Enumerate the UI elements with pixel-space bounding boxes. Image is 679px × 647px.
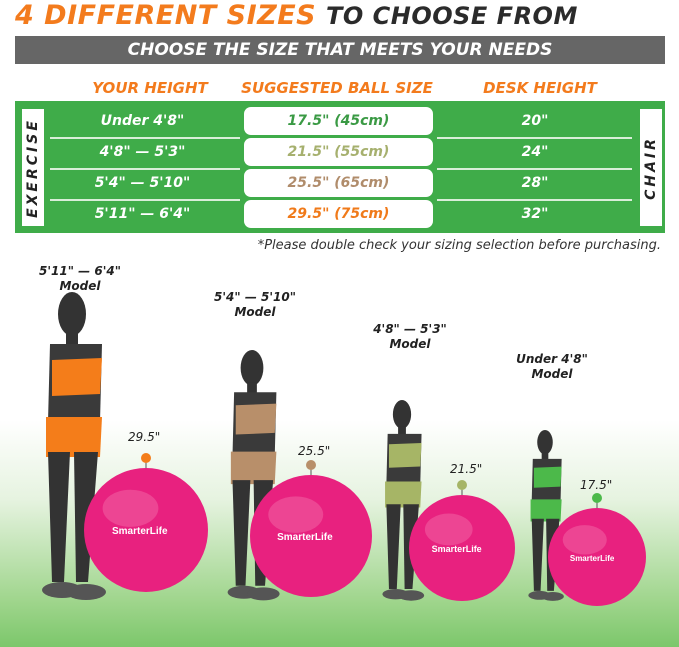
model-neck xyxy=(66,332,78,346)
ball-highlight xyxy=(102,489,159,527)
ball-highlight xyxy=(562,525,607,555)
model-top xyxy=(533,466,562,488)
model-shoe xyxy=(66,584,106,600)
model-shoe xyxy=(247,587,280,601)
ball-size-cell: 21.5" (55cm) xyxy=(244,138,433,166)
exercise-label: EXERCISE xyxy=(22,109,44,226)
ball-size-cell: 29.5" (75cm) xyxy=(244,200,433,228)
title-rest: TO CHOOSE FROM xyxy=(326,2,578,30)
header-height: YOUR HEIGHT xyxy=(92,79,208,97)
model-leg xyxy=(48,452,70,582)
model-word: Model xyxy=(59,279,101,293)
divider xyxy=(437,199,632,201)
subtitle-banner: CHOOSE THE SIZE THAT MEETS YOUR NEEDS xyxy=(15,36,665,64)
divider xyxy=(437,137,632,139)
model-word: Model xyxy=(531,367,573,381)
page-title: 4 DIFFERENT SIZES TO CHOOSE FROM xyxy=(15,0,665,32)
ball-size-marker xyxy=(141,453,151,463)
model-top xyxy=(52,358,102,396)
desk-height-cell: 24" xyxy=(521,144,549,160)
ball-size-cell: 25.5" (65cm) xyxy=(244,169,433,197)
ball-highlight xyxy=(268,496,324,533)
height-cell: 5'4" — 5'10" xyxy=(94,175,191,191)
model-neck xyxy=(541,452,549,460)
table-row: 5'4" — 5'10" 25.5" (65cm) 28" xyxy=(15,169,665,201)
ball-size-label: 29.5" xyxy=(128,430,161,444)
model-word: Model xyxy=(389,337,431,351)
chair-label: CHAIR xyxy=(640,109,662,226)
model-neck xyxy=(398,426,406,436)
header-ball-size: SUGGESTED BALL SIZE xyxy=(241,79,433,97)
model-shoe xyxy=(398,590,425,601)
model-shorts xyxy=(230,451,277,485)
ball-size-marker xyxy=(592,493,602,503)
model-height-range: 5'4" — 5'10" xyxy=(214,290,296,304)
sizing-note: *Please double check your sizing selecti… xyxy=(257,238,661,253)
model-top xyxy=(388,443,422,468)
header-desk-height: DESK HEIGHT xyxy=(483,79,597,97)
title-highlight: 4 DIFFERENT SIZES xyxy=(15,0,317,31)
model-neck xyxy=(247,382,257,394)
model-height-range: 5'11" — 6'4" xyxy=(39,264,121,278)
desk-height-cell: 28" xyxy=(521,175,549,191)
ball-size-marker xyxy=(457,480,467,490)
model-label: Under 4'8" Model xyxy=(497,352,607,382)
model-height-range: Under 4'8" xyxy=(516,352,588,366)
ball-size-label: 21.5" xyxy=(450,462,483,476)
model-leg xyxy=(386,504,401,589)
model-word: Model xyxy=(234,305,276,319)
table-row: 5'11" — 6'4" 29.5" (75cm) 32" xyxy=(15,200,665,231)
brand-logo: SmarterLife xyxy=(432,544,482,554)
model-head xyxy=(537,430,553,455)
desk-height-cell: 32" xyxy=(521,206,549,222)
table-row: 4'8" — 5'3" 21.5" (55cm) 24" xyxy=(15,138,665,170)
model-shorts xyxy=(46,417,102,457)
divider xyxy=(437,168,632,170)
model-head xyxy=(240,350,264,386)
desk-height-cell: 20" xyxy=(521,113,549,129)
table-row: Under 4'8" 17.5" (45cm) 20" xyxy=(15,107,665,139)
model-height-range: 4'8" — 5'3" xyxy=(373,322,447,336)
model-label: 5'11" — 6'4" Model xyxy=(25,264,135,294)
ball-size-marker xyxy=(306,460,316,470)
brand-logo: SmarterLife xyxy=(277,532,333,543)
ball-size-label: 25.5" xyxy=(298,444,331,458)
model-top xyxy=(235,403,277,435)
brand-logo: SmarterLife xyxy=(570,554,615,563)
model-leg xyxy=(232,480,251,586)
model-shorts xyxy=(385,481,422,508)
height-cell: 5'11" — 6'4" xyxy=(94,206,191,222)
divider xyxy=(50,168,240,170)
model-head xyxy=(58,292,86,336)
ball-size-label: 17.5" xyxy=(580,478,613,492)
divider xyxy=(50,199,240,201)
model-shorts xyxy=(530,499,562,522)
size-table: EXERCISE CHAIR Under 4'8" 17.5" (45cm) 2… xyxy=(15,101,665,233)
model-head xyxy=(392,400,412,429)
divider xyxy=(50,137,240,139)
model-label: 5'4" — 5'10" Model xyxy=(200,290,310,320)
brand-logo: SmarterLife xyxy=(112,526,168,537)
model-shoe xyxy=(541,592,564,601)
model-leg xyxy=(531,518,544,591)
ball-highlight xyxy=(424,513,473,546)
height-cell: Under 4'8" xyxy=(100,113,185,129)
model-label: 4'8" — 5'3" Model xyxy=(355,322,465,352)
ball-size-cell: 17.5" (45cm) xyxy=(244,107,433,135)
height-cell: 4'8" — 5'3" xyxy=(99,144,186,160)
